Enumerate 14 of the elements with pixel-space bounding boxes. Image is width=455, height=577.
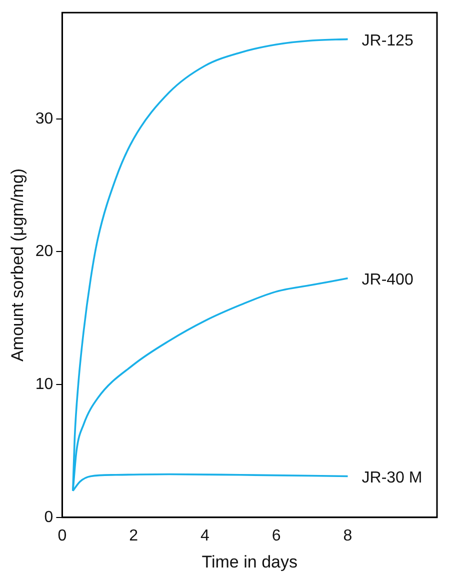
series-label: JR-400 xyxy=(362,272,414,289)
y-axis-title: Amount sorbed (μgm/mg) xyxy=(8,168,27,362)
x-tick-label: 4 xyxy=(200,527,210,544)
series-label: JR-30 M xyxy=(362,470,422,487)
x-tick-label: 6 xyxy=(272,527,281,544)
y-tick-label: 0 xyxy=(44,508,54,526)
x-tick-label: 0 xyxy=(58,527,67,544)
y-tick-label: 20 xyxy=(35,243,54,260)
series-label: JR-125 xyxy=(362,32,414,50)
x-tick-label: 2 xyxy=(129,527,138,544)
y-tick-label: 30 xyxy=(35,110,54,128)
x-axis-title: Time in days xyxy=(202,552,298,572)
y-tick-label: 10 xyxy=(35,376,54,393)
x-tick-label: 8 xyxy=(343,527,352,544)
